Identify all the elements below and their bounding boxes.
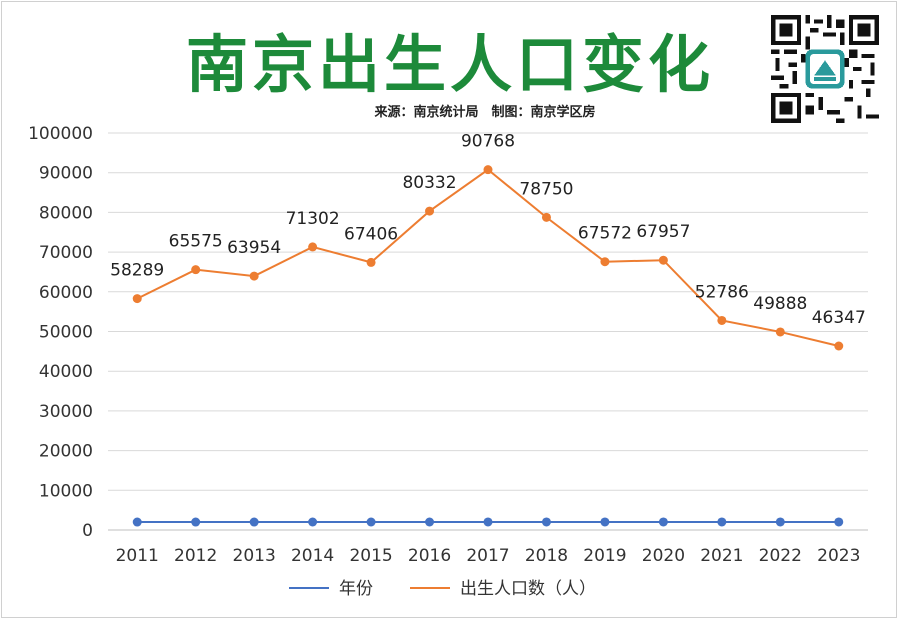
legend-label-births: 出生人口数（人） <box>460 579 596 599</box>
data-point-year <box>834 517 844 527</box>
data-point-year <box>425 517 435 527</box>
y-tick-label: 100000 <box>28 124 93 144</box>
data-label: 67572 <box>578 224 632 244</box>
data-point-births <box>425 206 435 216</box>
x-tick-label: 2020 <box>642 546 685 566</box>
data-point-year <box>483 517 493 527</box>
data-label: 78750 <box>519 179 573 199</box>
data-label: 49888 <box>753 294 807 314</box>
y-tick-label: 10000 <box>39 481 93 501</box>
x-tick-label: 2019 <box>583 546 626 566</box>
qr-code-icon <box>771 15 879 123</box>
data-point-year <box>600 517 610 527</box>
data-point-year <box>775 517 785 527</box>
data-point-year <box>132 517 142 527</box>
data-label: 80332 <box>402 173 456 193</box>
x-tick-label: 2017 <box>466 546 509 566</box>
data-label: 52786 <box>695 282 749 302</box>
data-label: 71302 <box>286 209 340 229</box>
data-point-births <box>541 212 551 222</box>
y-tick-label: 60000 <box>39 283 93 303</box>
x-tick-label: 2016 <box>408 546 451 566</box>
data-point-births <box>366 257 376 267</box>
x-tick-label: 2014 <box>291 546 334 566</box>
y-tick-label: 70000 <box>39 243 93 263</box>
data-point-year <box>658 517 668 527</box>
x-tick-label: 2021 <box>700 546 743 566</box>
x-tick-label: 2012 <box>174 546 217 566</box>
data-label: 58289 <box>110 261 164 281</box>
data-point-births <box>775 327 785 337</box>
y-tick-label: 90000 <box>39 164 93 184</box>
data-point-births <box>191 265 201 275</box>
data-label: 65575 <box>169 232 223 252</box>
x-tick-label: 2018 <box>525 546 568 566</box>
data-point-year <box>717 517 727 527</box>
data-point-births <box>717 315 727 325</box>
data-label: 46347 <box>812 308 866 328</box>
y-tick-label: 50000 <box>39 323 93 343</box>
data-point-births <box>834 341 844 351</box>
x-tick-label: 2015 <box>349 546 392 566</box>
x-tick-label: 2022 <box>759 546 802 566</box>
data-point-year <box>191 517 201 527</box>
data-point-births <box>132 294 142 304</box>
data-point-births <box>600 257 610 267</box>
data-point-births <box>658 255 668 265</box>
y-tick-label: 80000 <box>39 203 93 223</box>
data-point-year <box>249 517 259 527</box>
y-tick-label: 30000 <box>39 402 93 422</box>
x-tick-label: 2013 <box>233 546 276 566</box>
chart-title: 南京出生人口变化 <box>185 28 714 101</box>
data-label: 67406 <box>344 224 398 244</box>
data-point-births <box>483 165 493 175</box>
x-tick-label: 2023 <box>817 546 860 566</box>
data-point-year <box>541 517 551 527</box>
y-tick-label: 20000 <box>39 442 93 462</box>
data-point-year <box>308 517 318 527</box>
data-label: 63954 <box>227 238 281 258</box>
data-label: 90768 <box>461 132 515 152</box>
y-tick-label: 0 <box>82 521 93 541</box>
data-point-births <box>249 271 259 281</box>
data-label: 67957 <box>636 222 690 242</box>
data-point-births <box>308 242 318 252</box>
legend-label-year: 年份 <box>339 579 373 599</box>
y-tick-label: 40000 <box>39 362 93 382</box>
x-tick-label: 2011 <box>116 546 159 566</box>
data-point-year <box>366 517 376 527</box>
source-line: 来源：南京统计局 制图：南京学区房 <box>374 105 596 120</box>
